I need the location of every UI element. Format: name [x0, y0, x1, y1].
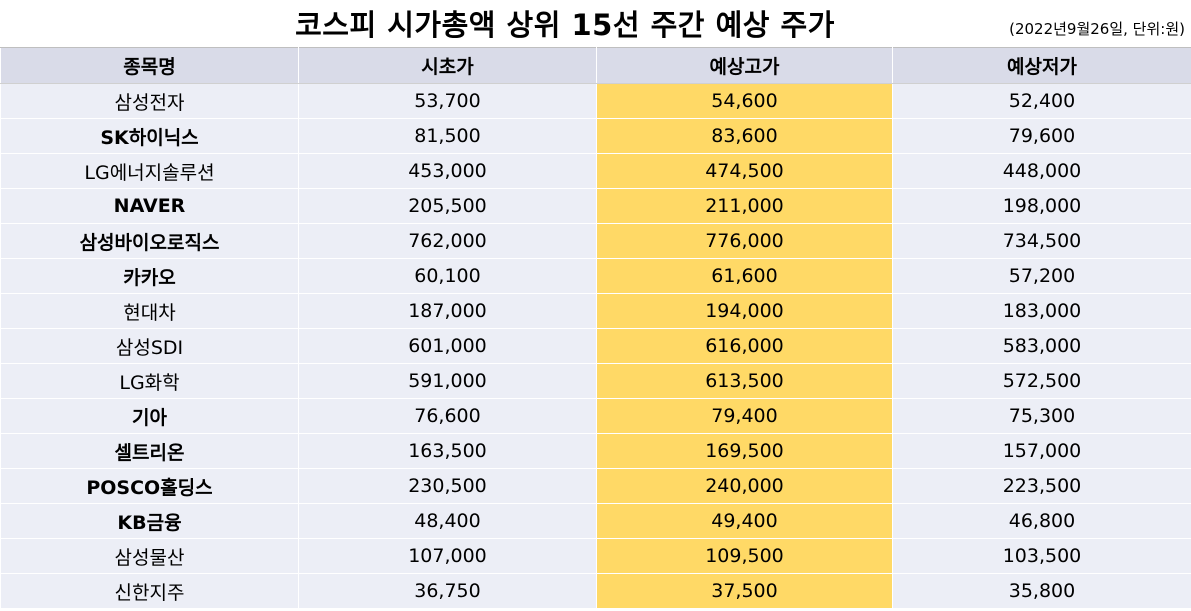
expected-low-cell: 75,300 [892, 398, 1191, 434]
open-price-cell: 60,100 [298, 258, 597, 294]
expected-low-cell: 79,600 [892, 118, 1191, 154]
table-body: 삼성전자 53,700 54,600 52,400 SK하이닉스 81,500 83,600… [0, 83, 1191, 609]
expected-high-cell: 49,400 [596, 503, 893, 539]
expected-low-cell: 103,500 [892, 538, 1191, 574]
open-price-cell: 36,750 [298, 573, 597, 609]
stock-name-cell: 기아 [0, 398, 299, 434]
expected-high-cell: 109,500 [596, 538, 893, 574]
expected-low-cell: 57,200 [892, 258, 1191, 294]
stock-name-cell: 셀트리온 [0, 433, 299, 469]
stock-name-cell: 삼성SDI [0, 328, 299, 364]
expected-high-cell: 61,600 [596, 258, 893, 294]
expected-high-cell: 194,000 [596, 293, 893, 329]
column-header-low: 예상저가 [892, 47, 1191, 84]
open-price-cell: 453,000 [298, 153, 597, 189]
stock-name-cell: LG화학 [0, 363, 299, 399]
expected-high-cell: 211,000 [596, 188, 893, 224]
table-row: 삼성물산 107,000 109,500 103,500 [0, 538, 1191, 574]
expected-low-cell: 448,000 [892, 153, 1191, 189]
expected-low-cell: 157,000 [892, 433, 1191, 469]
table-row: POSCO홀딩스 230,500 240,000 223,500 [0, 468, 1191, 504]
open-price-cell: 762,000 [298, 223, 597, 259]
table-row: 삼성SDI 601,000 616,000 583,000 [0, 328, 1191, 364]
table-row: 기아 76,600 79,400 75,300 [0, 398, 1191, 434]
expected-high-cell: 54,600 [596, 83, 893, 119]
stock-name-cell: 삼성전자 [0, 83, 299, 119]
open-price-cell: 53,700 [298, 83, 597, 119]
date-unit-note: (2022년9월26일, 단위:원) [1009, 20, 1185, 38]
stock-name-cell: 삼성바이오로직스 [0, 223, 299, 259]
open-price-cell: 81,500 [298, 118, 597, 154]
expected-high-cell: 776,000 [596, 223, 893, 259]
column-header-open: 시초가 [298, 47, 597, 84]
stock-name-cell: NAVER [0, 188, 299, 224]
table-row: NAVER 205,500 211,000 198,000 [0, 188, 1191, 224]
expected-high-cell: 474,500 [596, 153, 893, 189]
table-row: 삼성전자 53,700 54,600 52,400 [0, 83, 1191, 119]
expected-high-cell: 37,500 [596, 573, 893, 609]
table-row: 신한지주 36,750 37,500 35,800 [0, 573, 1191, 609]
expected-high-cell: 240,000 [596, 468, 893, 504]
stock-name-cell: 카카오 [0, 258, 299, 294]
expected-low-cell: 572,500 [892, 363, 1191, 399]
expected-low-cell: 734,500 [892, 223, 1191, 259]
expected-low-cell: 52,400 [892, 83, 1191, 119]
expected-low-cell: 223,500 [892, 468, 1191, 504]
table-row: 셀트리온 163,500 169,500 157,000 [0, 433, 1191, 469]
stock-name-cell: KB금융 [0, 503, 299, 539]
open-price-cell: 230,500 [298, 468, 597, 504]
expected-high-cell: 79,400 [596, 398, 893, 434]
price-table: 종목명 시초가 예상고가 예상저가 삼성전자 53,700 54,600 52,400… [0, 47, 1191, 609]
stock-name-cell: 신한지주 [0, 573, 299, 609]
open-price-cell: 107,000 [298, 538, 597, 574]
open-price-cell: 187,000 [298, 293, 597, 329]
table-row: 삼성바이오로직스 762,000 776,000 734,500 [0, 223, 1191, 259]
expected-low-cell: 583,000 [892, 328, 1191, 364]
table-row: 현대차 187,000 194,000 183,000 [0, 293, 1191, 329]
table-row: SK하이닉스 81,500 83,600 79,600 [0, 118, 1191, 154]
open-price-cell: 76,600 [298, 398, 597, 434]
expected-high-cell: 83,600 [596, 118, 893, 154]
table-row: LG에너지솔루션 453,000 474,500 448,000 [0, 153, 1191, 189]
column-header-high: 예상고가 [596, 47, 893, 84]
expected-high-cell: 169,500 [596, 433, 893, 469]
stock-name-cell: POSCO홀딩스 [0, 468, 299, 504]
stock-name-cell: LG에너지솔루션 [0, 153, 299, 189]
expected-high-cell: 616,000 [596, 328, 893, 364]
stock-name-cell: SK하이닉스 [0, 118, 299, 154]
open-price-cell: 48,400 [298, 503, 597, 539]
title-bar: 코스피 시가총액 상위 15선 주간 예상 주가 (2022년9월26일, 단위… [0, 0, 1191, 47]
page-title: 코스피 시가총액 상위 15선 주간 예상 주가 [295, 8, 835, 42]
expected-low-cell: 183,000 [892, 293, 1191, 329]
column-header-name: 종목명 [0, 47, 299, 84]
stock-name-cell: 현대차 [0, 293, 299, 329]
table-row: KB금융 48,400 49,400 46,800 [0, 503, 1191, 539]
open-price-cell: 591,000 [298, 363, 597, 399]
expected-high-cell: 613,500 [596, 363, 893, 399]
expected-low-cell: 46,800 [892, 503, 1191, 539]
open-price-cell: 601,000 [298, 328, 597, 364]
header-row: 종목명 시초가 예상고가 예상저가 [0, 47, 1191, 84]
stock-name-cell: 삼성물산 [0, 538, 299, 574]
open-price-cell: 205,500 [298, 188, 597, 224]
table-row: LG화학 591,000 613,500 572,500 [0, 363, 1191, 399]
expected-low-cell: 198,000 [892, 188, 1191, 224]
open-price-cell: 163,500 [298, 433, 597, 469]
expected-low-cell: 35,800 [892, 573, 1191, 609]
table-row: 카카오 60,100 61,600 57,200 [0, 258, 1191, 294]
